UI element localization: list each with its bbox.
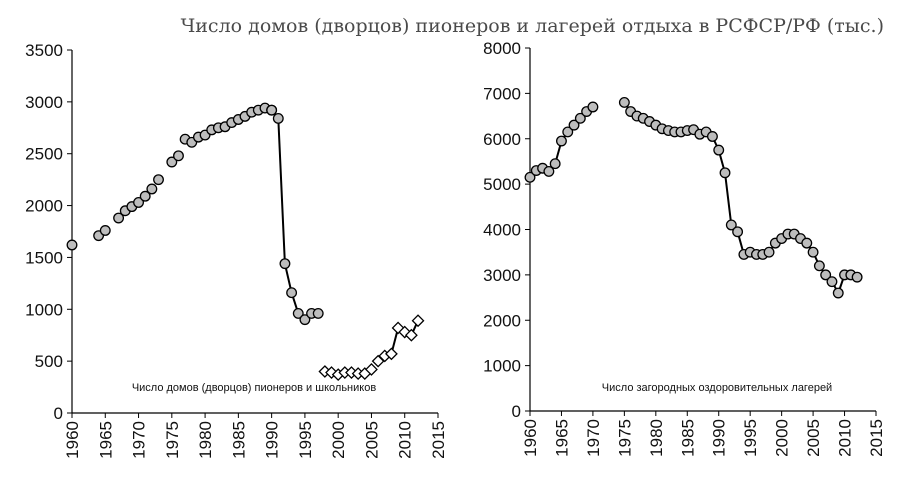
x-tick-label: 2000 xyxy=(773,419,792,457)
x-tick-label: 2000 xyxy=(329,421,348,459)
y-tick-label: 0 xyxy=(54,404,63,423)
x-tick-label: 1970 xyxy=(130,421,149,459)
y-tick-label: 5000 xyxy=(483,175,521,194)
data-point xyxy=(801,237,813,249)
x-tick-label: 1980 xyxy=(196,421,215,459)
data-point xyxy=(139,190,151,202)
data-point xyxy=(292,307,304,319)
y-tick-label: 2000 xyxy=(483,311,521,330)
data-point xyxy=(763,246,775,258)
x-tick-label: 1995 xyxy=(296,421,315,459)
data-point xyxy=(411,314,425,328)
x-tick-label: 1980 xyxy=(647,419,666,457)
y-tick-label: 1500 xyxy=(25,248,63,267)
data-point xyxy=(166,156,178,168)
data-point xyxy=(153,174,164,186)
x-tick-label: 2010 xyxy=(836,419,855,457)
data-point xyxy=(66,239,78,251)
x-tick-label: 1970 xyxy=(584,419,603,457)
data-point xyxy=(113,212,125,224)
x-tick-label: 1960 xyxy=(63,421,82,459)
y-tick-label: 3000 xyxy=(25,93,63,112)
x-tick-label: 1990 xyxy=(710,419,729,457)
data-point xyxy=(543,165,555,177)
y-tick-label: 500 xyxy=(35,352,63,371)
y-tick-label: 0 xyxy=(512,402,521,421)
y-tick-label: 1000 xyxy=(25,300,63,319)
data-point xyxy=(813,260,825,272)
y-tick-label: 2500 xyxy=(25,145,63,164)
data-point xyxy=(312,307,324,319)
data-point xyxy=(299,314,311,326)
chart-annotation-pioneer-houses: Число домов (дворцов) пионеров и школьни… xyxy=(132,382,377,394)
x-tick-label: 1975 xyxy=(163,421,182,459)
x-tick-label: 1975 xyxy=(615,419,634,457)
data-point xyxy=(133,197,144,208)
x-tick-label: 2005 xyxy=(804,419,823,457)
y-tick-label: 4000 xyxy=(483,221,521,240)
x-tick-label: 1960 xyxy=(521,419,540,457)
x-tick-label: 1990 xyxy=(263,421,282,459)
chart-annotation-summer-camps: Число загородных оздоровительных лагерей xyxy=(602,382,832,394)
data-point xyxy=(725,219,737,231)
x-tick-label: 1965 xyxy=(552,419,571,457)
chart-panel-pioneer-houses: 0 500 1000 1500 2000 2500 3000 3500 1960 1965 1970… xyxy=(25,41,448,459)
data-point xyxy=(384,347,398,361)
data-point xyxy=(146,183,158,195)
data-point xyxy=(173,150,184,162)
data-point xyxy=(732,226,744,238)
data-point xyxy=(820,269,832,281)
x-tick-label: 2010 xyxy=(396,421,415,459)
y-tick-label: 3000 xyxy=(483,266,521,285)
data-point xyxy=(618,96,630,108)
chart-title: Число домов (дворцов) пионеров и лагерей… xyxy=(181,15,884,37)
data-point xyxy=(826,276,838,288)
chart-panel-summer-camps: 0 1000 2000 3000 4000 5000 6000 7000 8000 1960 196… xyxy=(483,39,886,457)
x-tick-label: 1965 xyxy=(96,421,115,459)
data-point xyxy=(719,167,731,179)
y-tick-label: 8000 xyxy=(483,39,521,58)
data-point xyxy=(556,135,567,147)
data-point xyxy=(562,126,574,138)
data-point xyxy=(574,112,586,124)
y-tick-label: 7000 xyxy=(483,84,521,103)
data-point xyxy=(587,101,599,113)
data-point xyxy=(706,131,718,142)
data-point xyxy=(713,144,725,156)
data-point xyxy=(266,104,278,116)
x-tick-label: 1995 xyxy=(741,419,760,457)
x-tick-label: 2005 xyxy=(362,421,381,459)
data-point xyxy=(279,258,291,270)
y-tick-label: 3500 xyxy=(25,41,63,60)
data-point xyxy=(365,363,378,376)
y-tick-label: 1000 xyxy=(483,357,521,376)
x-tick-label: 2015 xyxy=(429,421,448,459)
data-point xyxy=(272,113,284,124)
data-point xyxy=(524,171,536,183)
data-point xyxy=(549,158,561,170)
data-point xyxy=(807,246,819,258)
x-tick-label: 1985 xyxy=(678,419,697,457)
x-tick-label: 1985 xyxy=(229,421,248,459)
data-point xyxy=(832,287,844,299)
data-point xyxy=(568,119,580,131)
x-tick-label: 2015 xyxy=(867,419,886,457)
data-point xyxy=(851,271,863,283)
series-line xyxy=(270,109,319,322)
data-point xyxy=(286,287,298,299)
data-point xyxy=(99,225,111,236)
y-tick-label: 2000 xyxy=(25,197,63,216)
y-tick-label: 6000 xyxy=(483,130,521,149)
data-point xyxy=(404,328,418,342)
